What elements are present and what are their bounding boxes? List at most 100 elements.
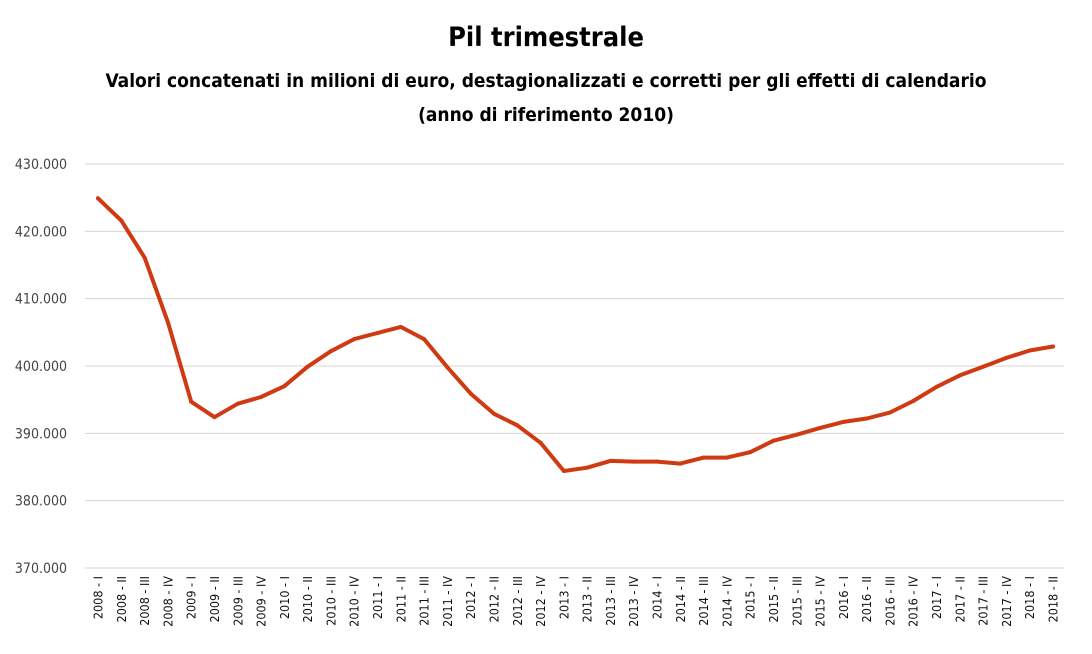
data-point — [212, 415, 217, 420]
data-point — [422, 337, 427, 342]
data-point — [235, 401, 240, 406]
y-tick-label: 390.000 — [15, 426, 67, 442]
x-tick-label: 2009 - III — [230, 576, 245, 626]
data-point — [1051, 344, 1055, 349]
gridlines — [85, 163, 1064, 569]
data-point — [445, 365, 450, 370]
data-point — [468, 391, 473, 396]
y-tick-label: 380.000 — [15, 494, 67, 510]
data-point — [794, 432, 799, 437]
data-point — [491, 411, 496, 416]
data-point — [864, 416, 869, 421]
x-tick-label: 2010 - I — [277, 576, 292, 619]
x-tick-label: 2016 - I — [836, 576, 851, 619]
x-tick-label: 2014 - III — [696, 576, 711, 626]
series-pil — [96, 196, 1055, 474]
series-line — [96, 196, 1055, 473]
data-point — [119, 218, 124, 223]
x-tick-label: 2014 - II — [673, 576, 688, 622]
data-point — [1004, 355, 1009, 360]
data-point — [352, 337, 357, 342]
x-tick-label: 2015 - II — [766, 576, 781, 622]
data-point — [911, 399, 916, 404]
x-tick-label: 2010 - II — [300, 576, 315, 622]
data-point — [771, 438, 776, 443]
data-point — [655, 459, 660, 464]
data-point — [981, 364, 986, 369]
x-axis-ticks: 2008 - I 2008 - II 2008 - III 2008 - IV 2009… — [91, 576, 1061, 627]
x-tick-label: 2018 - I — [1022, 576, 1037, 619]
data-point — [282, 384, 287, 389]
data-point — [724, 455, 729, 460]
data-point — [96, 196, 100, 201]
chart-subtitle-reference-year: (anno di riferimento 2010) — [418, 104, 674, 126]
x-tick-label: 2013 - II — [580, 576, 595, 622]
x-tick-label: 2015 - IV — [813, 576, 828, 627]
y-tick-label: 410.000 — [15, 292, 67, 308]
data-point — [165, 320, 170, 325]
x-tick-label: 2017 - IV — [999, 576, 1014, 627]
x-tick-label: 2012 - II — [486, 576, 501, 622]
data-point — [561, 469, 566, 474]
y-tick-label: 430.000 — [15, 157, 67, 173]
y-tick-label: 420.000 — [15, 224, 67, 240]
x-tick-label: 2008 - II — [114, 576, 129, 622]
x-tick-label: 2008 - IV — [160, 576, 175, 627]
data-point — [887, 410, 892, 415]
x-tick-label: 2011 - IV — [440, 576, 455, 627]
chart-subtitle: Valori concatenati in milioni di euro, d… — [105, 70, 987, 92]
x-tick-label: 2018 - II — [1046, 576, 1061, 622]
x-tick-label: 2016 - IV — [906, 576, 921, 627]
data-point — [585, 465, 590, 470]
y-axis-ticks: 370.000 380.000 390.000 400.000 410.000 420.0… — [15, 157, 67, 577]
x-tick-label: 2009 - I — [184, 576, 199, 619]
data-point — [818, 425, 823, 430]
x-tick-label: 2009 - II — [207, 576, 222, 622]
x-tick-label: 2016 - II — [859, 576, 874, 622]
x-tick-label: 2008 - III — [137, 576, 152, 626]
data-point — [398, 324, 403, 329]
data-point — [142, 255, 147, 260]
data-point — [701, 455, 706, 460]
x-tick-label: 2008 - I — [91, 576, 106, 619]
x-tick-label: 2012 - IV — [533, 576, 548, 627]
data-point — [375, 331, 380, 336]
x-tick-label: 2013 - I — [556, 576, 571, 619]
data-point — [631, 459, 636, 464]
x-tick-label: 2010 - IV — [347, 576, 362, 627]
x-tick-label: 2017 - III — [976, 576, 991, 626]
data-point — [678, 461, 683, 466]
x-tick-label: 2012 - I — [463, 576, 478, 619]
data-point — [841, 419, 846, 424]
x-tick-label: 2012 - III — [510, 576, 525, 626]
x-tick-label: 2016 - III — [882, 576, 897, 626]
x-tick-label: 2010 - III — [323, 576, 338, 626]
data-point — [957, 373, 962, 378]
data-point — [1027, 348, 1032, 353]
x-tick-label: 2017 - I — [929, 576, 944, 619]
x-tick-label: 2011 - III — [417, 576, 432, 626]
x-tick-label: 2015 - III — [789, 576, 804, 626]
x-tick-label: 2011 - I — [370, 576, 385, 619]
x-tick-label: 2013 - III — [603, 576, 618, 626]
y-tick-label: 370.000 — [15, 561, 67, 577]
data-point — [259, 394, 264, 399]
data-point — [748, 450, 753, 455]
chart-title: Pil trimestrale — [448, 22, 644, 53]
x-tick-label: 2011 - II — [393, 576, 408, 622]
x-tick-label: 2009 - IV — [254, 576, 269, 627]
data-point — [538, 440, 543, 445]
x-tick-label: 2014 - IV — [719, 576, 734, 627]
data-point — [934, 384, 939, 389]
x-tick-label: 2015 - I — [743, 576, 758, 619]
data-point — [305, 364, 310, 369]
data-point — [608, 458, 613, 463]
data-point — [189, 399, 194, 404]
x-tick-label: 2017 - II — [952, 576, 967, 622]
x-tick-label: 2013 - IV — [626, 576, 641, 627]
y-tick-label: 400.000 — [15, 359, 67, 375]
data-point — [328, 349, 333, 354]
data-point — [515, 423, 520, 428]
x-tick-label: 2014 - I — [650, 576, 665, 619]
